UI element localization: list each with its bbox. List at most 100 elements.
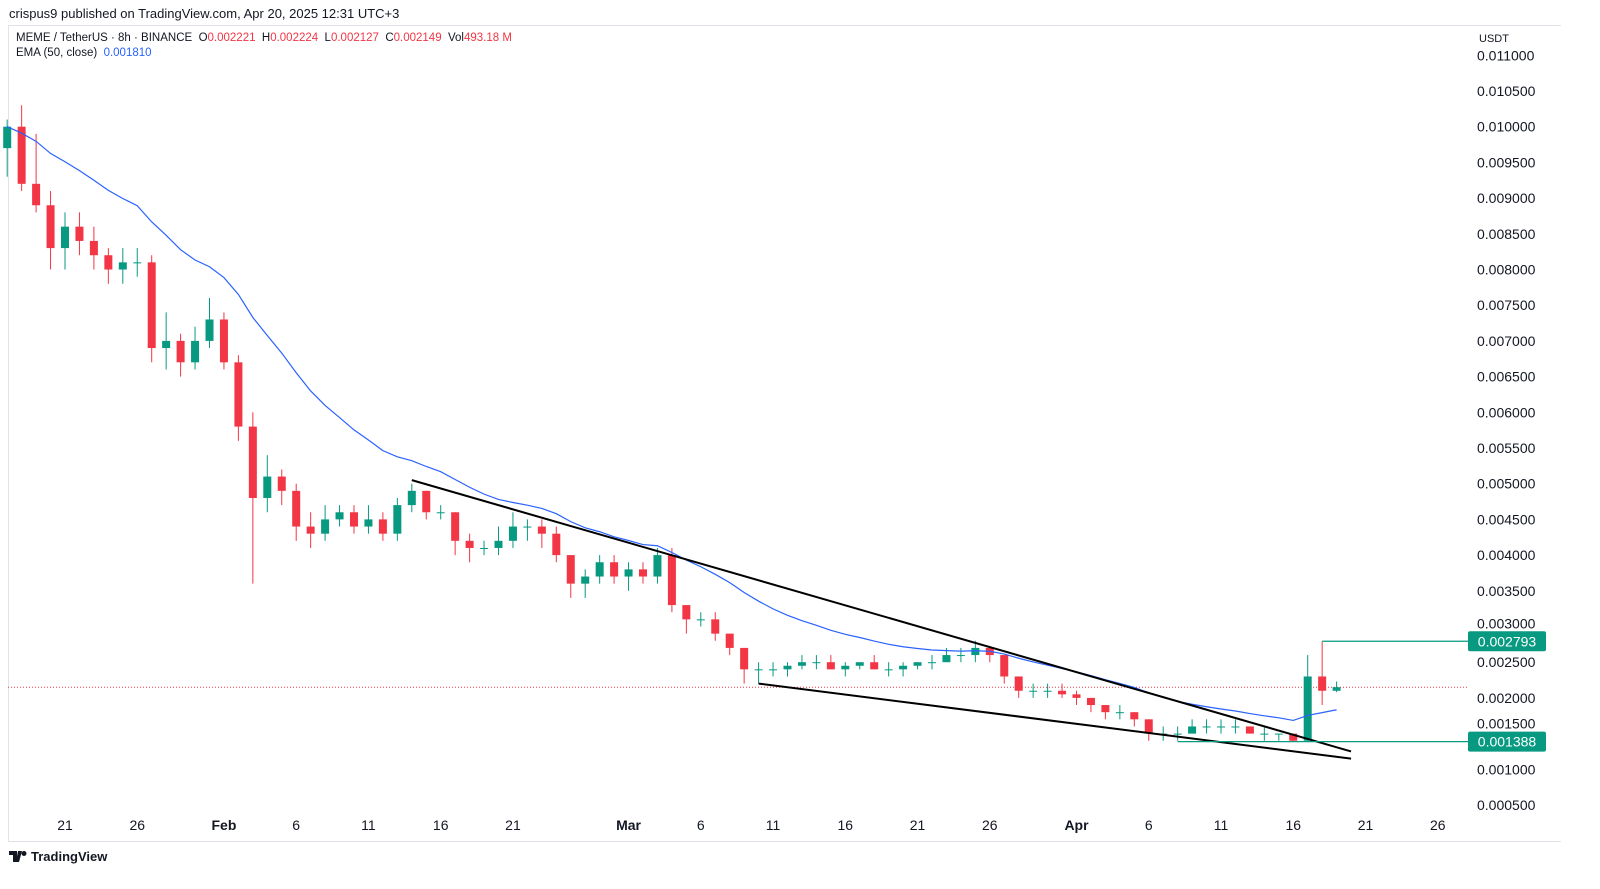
y-tick-label: 0.008000 (1477, 262, 1536, 278)
candle-body (639, 569, 647, 577)
y-tick-label: 0.009500 (1477, 154, 1536, 170)
x-tick-label: 21 (505, 817, 521, 833)
x-tick-label: 26 (982, 817, 998, 833)
low-value: 0.002127 (330, 32, 379, 44)
candle-body (1086, 697, 1095, 706)
candle-body (277, 476, 286, 491)
y-tick-label: 0.007500 (1477, 297, 1536, 313)
volume-label: Vol (447, 32, 464, 44)
candle-body (508, 526, 517, 541)
candle-body (870, 662, 879, 670)
y-tick-label: 0.001500 (1477, 716, 1536, 732)
x-tick-label: 6 (292, 817, 300, 833)
candle-body (393, 505, 402, 534)
candle-body (1245, 726, 1254, 734)
x-tick-label: 21 (910, 817, 926, 833)
candle-body (378, 519, 387, 534)
candle-body (436, 512, 445, 514)
candle-body (364, 519, 373, 527)
x-tick-label: 6 (1145, 817, 1153, 833)
candle-body (552, 533, 561, 556)
candle-body (841, 665, 850, 670)
x-tick-label: 21 (57, 817, 73, 833)
close-label: C (385, 32, 394, 44)
candle-body (147, 262, 156, 349)
x-tick-label: 16 (433, 817, 449, 833)
candle-body (754, 669, 763, 671)
candle-body (480, 547, 489, 549)
candle-body (696, 619, 705, 621)
candle-body (1318, 676, 1327, 691)
candle-body (624, 569, 633, 577)
high-label: H (261, 32, 271, 44)
candle-body (1000, 655, 1009, 677)
candle-body (913, 662, 922, 666)
candle-body (1029, 690, 1038, 692)
logo-text: TradingView (31, 849, 108, 864)
candle-body (581, 576, 590, 584)
candle-body (407, 490, 416, 506)
candle-body (740, 647, 749, 670)
candle-body (595, 562, 604, 577)
y-tick-label: 0.006500 (1477, 369, 1536, 385)
ema-value: 0.001810 (103, 47, 152, 59)
candle-body (133, 262, 142, 264)
candle-body (899, 665, 908, 670)
y-tick-label: 0.001000 (1477, 761, 1536, 777)
currency-label: USDT (1479, 33, 1509, 45)
y-tick-label: 0.002000 (1477, 690, 1536, 706)
x-tick-label: 11 (1214, 817, 1229, 833)
candle-body (451, 512, 460, 541)
y-tick-label: 0.009000 (1477, 190, 1536, 206)
y-tick-label: 0.004000 (1477, 547, 1536, 563)
open-value: 0.002221 (207, 32, 256, 44)
open-label: O (198, 32, 208, 44)
candle-body (1115, 712, 1124, 714)
candle-body (1144, 719, 1153, 734)
candle-body (1274, 733, 1283, 735)
x-tick-label: 16 (838, 817, 854, 833)
trendline (758, 682, 1352, 760)
level-badge (1468, 631, 1546, 652)
candle-body (176, 340, 185, 363)
y-tick-label: 0.005000 (1477, 476, 1536, 492)
x-tick-label: 21 (1358, 817, 1374, 833)
candle-body (17, 126, 26, 184)
candle-body (537, 526, 546, 534)
candle-body (725, 633, 734, 648)
candle-body (219, 319, 228, 363)
y-tick-label: 0.003500 (1477, 583, 1536, 599)
candle-body (855, 662, 864, 666)
tradingview-logo[interactable]: TradingView (9, 849, 107, 864)
y-tick-label: 0.003000 (1477, 615, 1536, 631)
candle-body (465, 540, 474, 548)
candle-body (104, 255, 113, 270)
candle-body (942, 655, 951, 663)
candle-body (118, 262, 127, 270)
x-tick-label: 6 (697, 817, 705, 833)
candle-body (610, 562, 619, 577)
candle-body (711, 619, 720, 634)
candle-body (1332, 687, 1341, 691)
candle-body (682, 605, 691, 620)
y-tick-label: 0.006000 (1477, 404, 1536, 420)
tradingview-logo-icon (9, 851, 27, 862)
chart-legend: MEME / TetherUS · 8h · BINANCE O0.002221… (16, 31, 512, 61)
x-tick-label: 26 (129, 817, 145, 833)
candle-body (566, 555, 575, 584)
candle-body (653, 555, 662, 577)
x-tick-label: 11 (361, 817, 376, 833)
candle-body (884, 669, 893, 671)
candle-body (61, 226, 69, 249)
candle-body (812, 662, 821, 664)
candle-body (162, 340, 171, 349)
x-tick-label: 11 (766, 817, 781, 833)
close-value: 0.002149 (393, 32, 442, 44)
candle-body (523, 526, 532, 528)
candle-body (494, 540, 503, 548)
level-label: 0.002793 (1478, 633, 1537, 649)
y-tick-label: 0.011000 (1477, 47, 1535, 63)
ema-line (6, 126, 1337, 722)
x-tick-label: Apr (1064, 817, 1089, 833)
